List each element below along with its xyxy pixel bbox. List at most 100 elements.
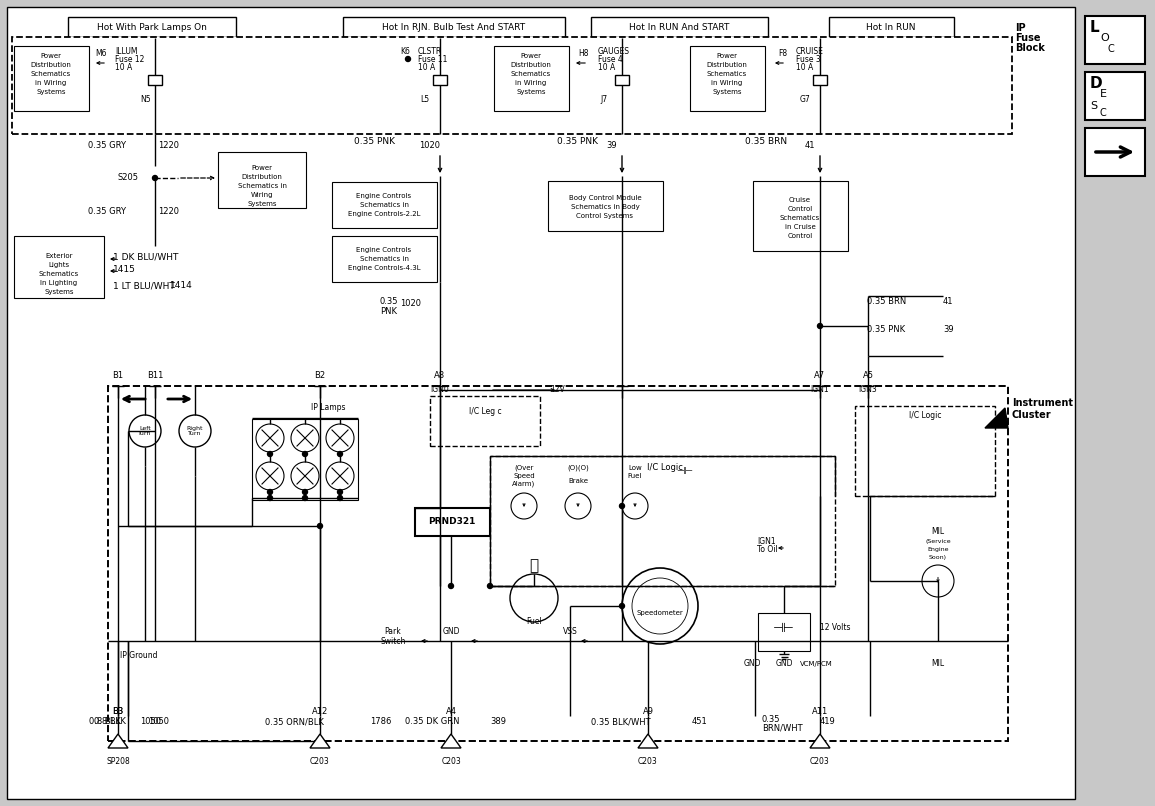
Bar	[547, 181, 663, 231]
Text: 389: 389	[490, 717, 506, 726]
Text: Switch: Switch	[380, 637, 405, 646]
Text: Power: Power	[716, 53, 738, 59]
Text: Wiring: Wiring	[251, 192, 274, 198]
Bar	[591, 17, 768, 37]
Text: Exterior: Exterior	[45, 253, 73, 259]
Text: BRN/WHT: BRN/WHT	[762, 724, 803, 733]
Text: B11: B11	[147, 372, 163, 380]
Text: Distribution: Distribution	[511, 62, 551, 68]
Text: A11: A11	[812, 707, 828, 716]
Text: B3: B3	[112, 707, 124, 716]
Text: C203: C203	[638, 757, 658, 766]
Text: J7: J7	[599, 94, 608, 103]
Bar	[252, 419, 358, 500]
Text: ILLUM: ILLUM	[116, 47, 137, 56]
Text: B3: B3	[112, 707, 124, 716]
Circle shape	[303, 451, 307, 456]
Text: Power: Power	[252, 165, 273, 171]
Text: 1220: 1220	[158, 142, 179, 151]
Bar	[753, 181, 848, 251]
Text: Fuel: Fuel	[628, 473, 642, 479]
Circle shape	[337, 451, 343, 456]
Text: B2: B2	[314, 372, 326, 380]
Text: L5: L5	[420, 94, 430, 103]
Text: N5: N5	[140, 94, 150, 103]
Text: Hot In RUN: Hot In RUN	[866, 23, 916, 31]
Polygon shape	[310, 734, 330, 748]
Text: Block: Block	[1015, 43, 1045, 53]
Text: A8: A8	[434, 372, 446, 380]
Text: 0.8 BLK: 0.8 BLK	[89, 717, 121, 726]
Text: To Oil: To Oil	[757, 546, 777, 555]
Text: Engine Controls-2.2L: Engine Controls-2.2L	[348, 211, 420, 217]
Text: Hot In RJN. Bulb Test And START: Hot In RJN. Bulb Test And START	[382, 23, 526, 31]
Text: Brake: Brake	[568, 478, 588, 484]
Text: 39: 39	[942, 326, 954, 334]
Text: 419: 419	[820, 717, 836, 726]
Bar	[758, 613, 810, 651]
Polygon shape	[441, 734, 461, 748]
Text: IGN3: IGN3	[858, 385, 878, 394]
Text: VCM/PCM: VCM/PCM	[800, 661, 833, 667]
Polygon shape	[638, 734, 658, 748]
Text: I/C Logic: I/C Logic	[647, 463, 683, 472]
Text: 10 A: 10 A	[116, 63, 133, 72]
Text: Schematics: Schematics	[707, 71, 747, 77]
Text: 1050: 1050	[148, 717, 169, 726]
Text: Hot With Park Lamps On: Hot With Park Lamps On	[97, 23, 207, 31]
Text: 1220: 1220	[158, 207, 179, 217]
Text: A7: A7	[814, 372, 826, 380]
Text: GND: GND	[744, 659, 761, 668]
Text: MIL: MIL	[931, 659, 945, 668]
Text: 12 Volts: 12 Volts	[820, 624, 850, 633]
Text: 1786: 1786	[370, 717, 392, 726]
Circle shape	[268, 489, 273, 495]
Text: 1414: 1414	[170, 281, 193, 290]
Text: K6: K6	[400, 47, 410, 56]
Bar	[14, 46, 89, 111]
Circle shape	[619, 504, 625, 509]
Text: Distribution: Distribution	[707, 62, 747, 68]
Bar	[68, 17, 236, 37]
Text: VSS: VSS	[562, 626, 578, 635]
Bar	[490, 456, 835, 586]
Circle shape	[448, 584, 454, 588]
Text: Distribution: Distribution	[30, 62, 72, 68]
Text: S205: S205	[118, 173, 139, 182]
Text: D: D	[646, 738, 650, 744]
Text: ⊣⊢: ⊣⊢	[773, 621, 795, 634]
Text: 1 DK BLU/WHT: 1 DK BLU/WHT	[113, 252, 178, 261]
Text: Schematics: Schematics	[511, 71, 551, 77]
Text: 41: 41	[805, 142, 815, 151]
Text: C: C	[448, 738, 454, 744]
Text: PRND321: PRND321	[429, 517, 476, 526]
Text: 12V: 12V	[551, 385, 566, 394]
Text: 10 A: 10 A	[598, 63, 616, 72]
Text: C203: C203	[311, 757, 330, 766]
Text: Body Control Module: Body Control Module	[568, 195, 641, 201]
Text: Schematics: Schematics	[39, 271, 80, 277]
Bar	[614, 75, 629, 85]
Text: Fuse: Fuse	[1015, 33, 1041, 43]
Bar	[690, 46, 765, 111]
Text: (O)(O): (O)(O)	[567, 465, 589, 472]
Text: Right
Turn: Right Turn	[187, 426, 203, 436]
Text: IP: IP	[1015, 23, 1026, 33]
Text: Systems: Systems	[44, 289, 74, 295]
Text: Systems: Systems	[36, 89, 66, 95]
Circle shape	[303, 489, 307, 495]
Text: Engine Controls-4.3L: Engine Controls-4.3L	[348, 265, 420, 271]
Text: G7: G7	[800, 94, 811, 103]
Bar	[343, 17, 565, 37]
Text: Systems: Systems	[516, 89, 546, 95]
Text: 451: 451	[692, 717, 708, 726]
Bar	[14, 236, 104, 298]
Bar	[12, 37, 1012, 134]
Text: ⊣⊢: ⊣⊢	[677, 466, 693, 476]
Text: 41: 41	[942, 297, 954, 305]
Text: Fuel: Fuel	[527, 617, 542, 625]
Text: 0.35 ORN/BLK: 0.35 ORN/BLK	[264, 717, 323, 726]
Text: 0.35 BLK/WHT: 0.35 BLK/WHT	[591, 717, 650, 726]
Text: 0.35 BRN: 0.35 BRN	[745, 136, 787, 146]
Text: Speedometer: Speedometer	[636, 610, 684, 616]
